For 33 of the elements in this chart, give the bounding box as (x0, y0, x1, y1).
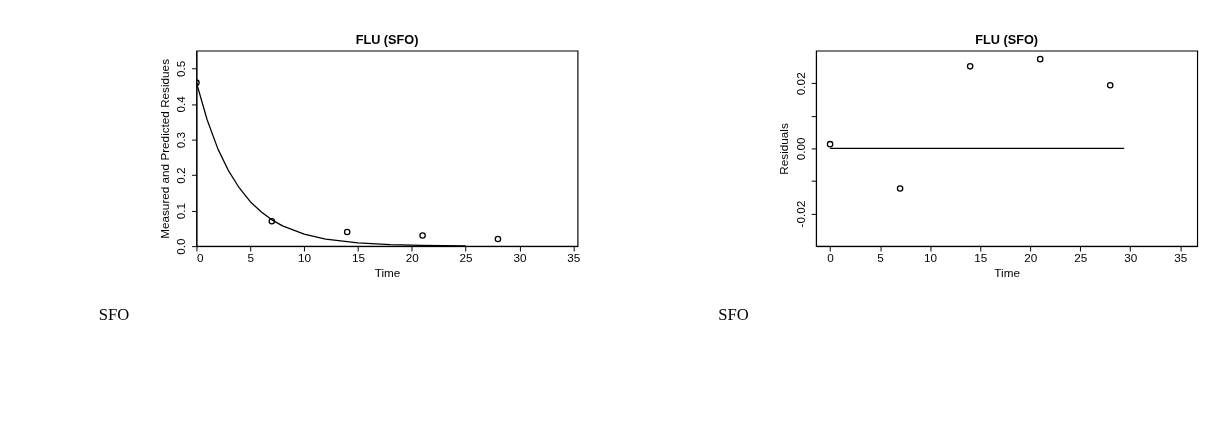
y-tick-label: 0.1 (174, 202, 188, 220)
y-tick-label: -0.02 (793, 200, 807, 228)
chart-title: FLU (SFO) (355, 32, 419, 47)
x-tick-label: 5 (247, 251, 255, 265)
y-tick-label: 0.3 (174, 131, 188, 149)
x-tick-label: 20 (1024, 251, 1038, 265)
y-tick-label: 0.2 (174, 167, 188, 184)
y-tick-label: 0.0 (174, 238, 188, 255)
text: SFO (718, 305, 749, 325)
chart-title: FLU (SFO) (975, 32, 1039, 47)
x-tick-label: 15 (351, 251, 366, 265)
x-axis-title: Time (374, 265, 401, 279)
y-tick-label: 0.00 (793, 137, 807, 161)
x-tick-label: 10 (924, 251, 938, 265)
y-axis-title: Measured and Predicted Residues (157, 58, 171, 239)
x-tick-label: 35 (1174, 251, 1188, 265)
x-tick-label: 15 (974, 251, 988, 265)
x-tick-label: 30 (513, 251, 527, 265)
y-axis-title: Residuals (777, 123, 791, 175)
x-tick-label: 0 (827, 251, 835, 265)
x-tick-label: 25 (459, 251, 474, 265)
x-tick-label: 0 (196, 251, 204, 265)
x-axis-title: Time (994, 265, 1020, 279)
x-tick-label: 35 (567, 251, 581, 265)
x-tick-label: 20 (405, 251, 420, 265)
x-tick-label: 10 (298, 251, 312, 265)
y-tick-label: 0.4 (174, 95, 188, 113)
x-tick-label: 5 (877, 251, 885, 265)
y-tick-label: 0.02 (793, 72, 807, 96)
y-tick-label: 0.5 (174, 60, 188, 78)
x-tick-label: 25 (1074, 251, 1088, 265)
text: SFO (98, 305, 130, 325)
x-tick-label: 30 (1124, 251, 1138, 265)
